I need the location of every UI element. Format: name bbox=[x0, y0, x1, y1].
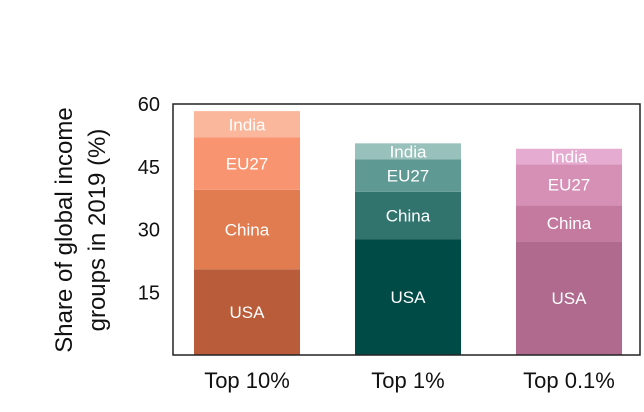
y-tick-label: 15 bbox=[138, 282, 160, 304]
y-axis-ticks: 15 30 45 60 bbox=[138, 94, 160, 304]
bar-segment-china bbox=[355, 191, 461, 240]
bar-segment-usa bbox=[355, 239, 461, 355]
bar-segment-eu27 bbox=[194, 137, 300, 190]
x-category-label: Top 1% bbox=[371, 368, 444, 393]
bar-segment-china bbox=[194, 189, 300, 270]
y-tick-label: 60 bbox=[138, 94, 160, 116]
bar-segment-label: India bbox=[229, 115, 266, 134]
bar-segment-label: USA bbox=[391, 288, 427, 307]
bar-segment-eu27 bbox=[516, 164, 622, 206]
y-axis-label-line-2: groups in 2019 (%) bbox=[84, 129, 111, 332]
bar-segment-label: USA bbox=[552, 289, 588, 308]
bar-segment-label: EU27 bbox=[548, 176, 591, 195]
bar-segment-label: China bbox=[547, 214, 592, 233]
bar-segment-china bbox=[516, 205, 622, 242]
y-tick-label: 45 bbox=[138, 157, 160, 179]
bar-segment-label: India bbox=[390, 142, 427, 161]
plot-frame bbox=[172, 103, 641, 356]
x-category-label: Top 0.1% bbox=[523, 368, 615, 393]
bar-segment-label: China bbox=[225, 221, 270, 240]
bar-segment-usa bbox=[194, 269, 300, 355]
y-axis-label-line-1: Share of global income bbox=[51, 107, 78, 352]
bar-segment-label: EU27 bbox=[387, 167, 430, 186]
y-axis-label: Share of global income groups in 2019 (%… bbox=[51, 107, 111, 352]
bar-segment-label: EU27 bbox=[226, 155, 269, 174]
bar-segment-eu27 bbox=[355, 159, 461, 192]
bar-segment-india bbox=[516, 148, 622, 165]
bar-segment-india bbox=[194, 111, 300, 138]
x-category-label: Top 10% bbox=[204, 368, 290, 393]
bar-segment-india bbox=[355, 143, 461, 160]
bar-segment-label: USA bbox=[230, 303, 266, 322]
bar-segment-usa bbox=[516, 241, 622, 355]
y-tick-label: 30 bbox=[138, 220, 160, 242]
bars: USA China EU27 India USA China EU27 India USA Chi… bbox=[194, 111, 622, 355]
bar-segment-label: India bbox=[551, 148, 588, 167]
bar-segment-label: China bbox=[386, 206, 431, 225]
x-axis-categories: Top 10% Top 1% Top 0.1% bbox=[204, 368, 615, 393]
